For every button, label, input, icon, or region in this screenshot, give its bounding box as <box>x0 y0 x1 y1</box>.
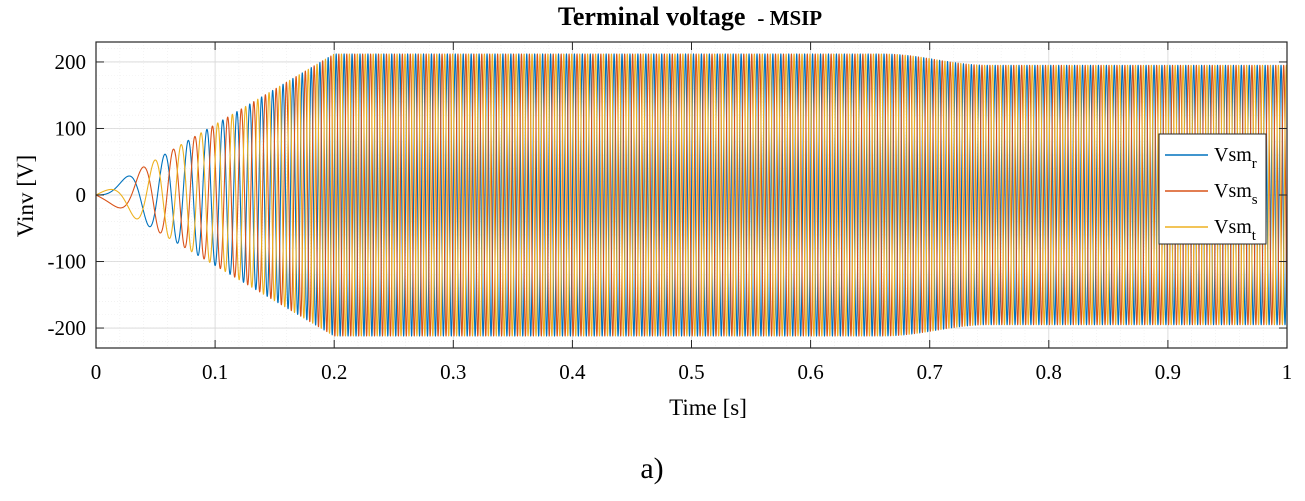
y-tick-label: 100 <box>55 116 87 140</box>
x-tick-label: 0.9 <box>1155 360 1181 384</box>
chart-title-main: Terminal voltage <box>558 2 746 31</box>
chart-title: Terminal voltage - MSIP <box>558 2 822 31</box>
y-axis-label: Vinv [V] <box>13 155 38 237</box>
legend: Vsmr Vsms Vsmt <box>1158 133 1267 245</box>
series-line-s <box>95 53 1288 337</box>
x-axis-label: Time [s] <box>669 395 747 420</box>
x-tick-label: 1 <box>1282 360 1293 384</box>
legend-label-r: Vsmr <box>1214 144 1257 172</box>
ticks: 0 0.1 0.2 0.3 0.4 0.5 0.6 0.7 0.8 0.9 1 -200 -100 0 10… <box>48 42 1293 384</box>
x-tick-label: 0.5 <box>678 360 704 384</box>
x-tick-label: 0.2 <box>321 360 347 384</box>
chart-title-suffix: - MSIP <box>757 6 822 30</box>
y-tick-label: -200 <box>48 316 87 340</box>
x-tick-label: 0.8 <box>1036 360 1062 384</box>
y-tick-label: 0 <box>76 183 87 207</box>
x-tick-label: 0.4 <box>559 360 586 384</box>
series-line-t <box>95 53 1288 337</box>
legend-label-s: Vsms <box>1214 180 1258 208</box>
x-tick-label: 0.7 <box>917 360 943 384</box>
x-tick-label: 0.6 <box>797 360 823 384</box>
x-tick-label: 0.1 <box>202 360 228 384</box>
series-group <box>95 53 1288 337</box>
legend-label-t: Vsmt <box>1214 216 1257 244</box>
panel-label: a) <box>640 452 663 485</box>
legend-box <box>1158 133 1267 245</box>
x-tick-label: 0 <box>91 360 102 384</box>
y-tick-label: -100 <box>48 250 87 274</box>
x-tick-label: 0.3 <box>440 360 466 384</box>
y-tick-label: 200 <box>55 50 87 74</box>
